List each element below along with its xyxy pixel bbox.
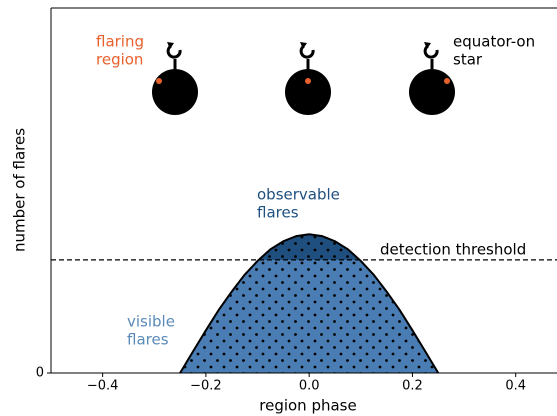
plot: −0.4 −0.2 0.0 0.2 0.4 0 [36, 7, 557, 394]
x-tick-label: −0.2 [190, 379, 222, 394]
y-axis-label: number of flares [11, 128, 29, 252]
x-tick-label: 0.4 [505, 379, 526, 394]
annotation: flares [127, 331, 169, 349]
dot-hatch [180, 234, 439, 373]
stars [152, 42, 455, 115]
star-icon [285, 42, 331, 115]
annotation: flaring [96, 33, 144, 51]
star-icon [409, 42, 455, 115]
x-tick-label: 0.0 [299, 379, 320, 394]
star-icon [152, 42, 198, 115]
annotation: flares [257, 204, 299, 222]
y-tick-label: 0 [36, 366, 44, 381]
annotation: visible [127, 313, 175, 331]
annotation: region [96, 51, 143, 69]
threshold-label: detection threshold [380, 241, 526, 259]
annotation: star [453, 51, 483, 69]
area-outline [179, 233, 440, 374]
annotation: equator-on [453, 33, 535, 51]
x-axis-label: region phase [259, 397, 356, 415]
x-tick-label: 0.2 [402, 379, 423, 394]
annotation: observable [257, 186, 340, 204]
x-tick-label: −0.4 [87, 379, 119, 394]
